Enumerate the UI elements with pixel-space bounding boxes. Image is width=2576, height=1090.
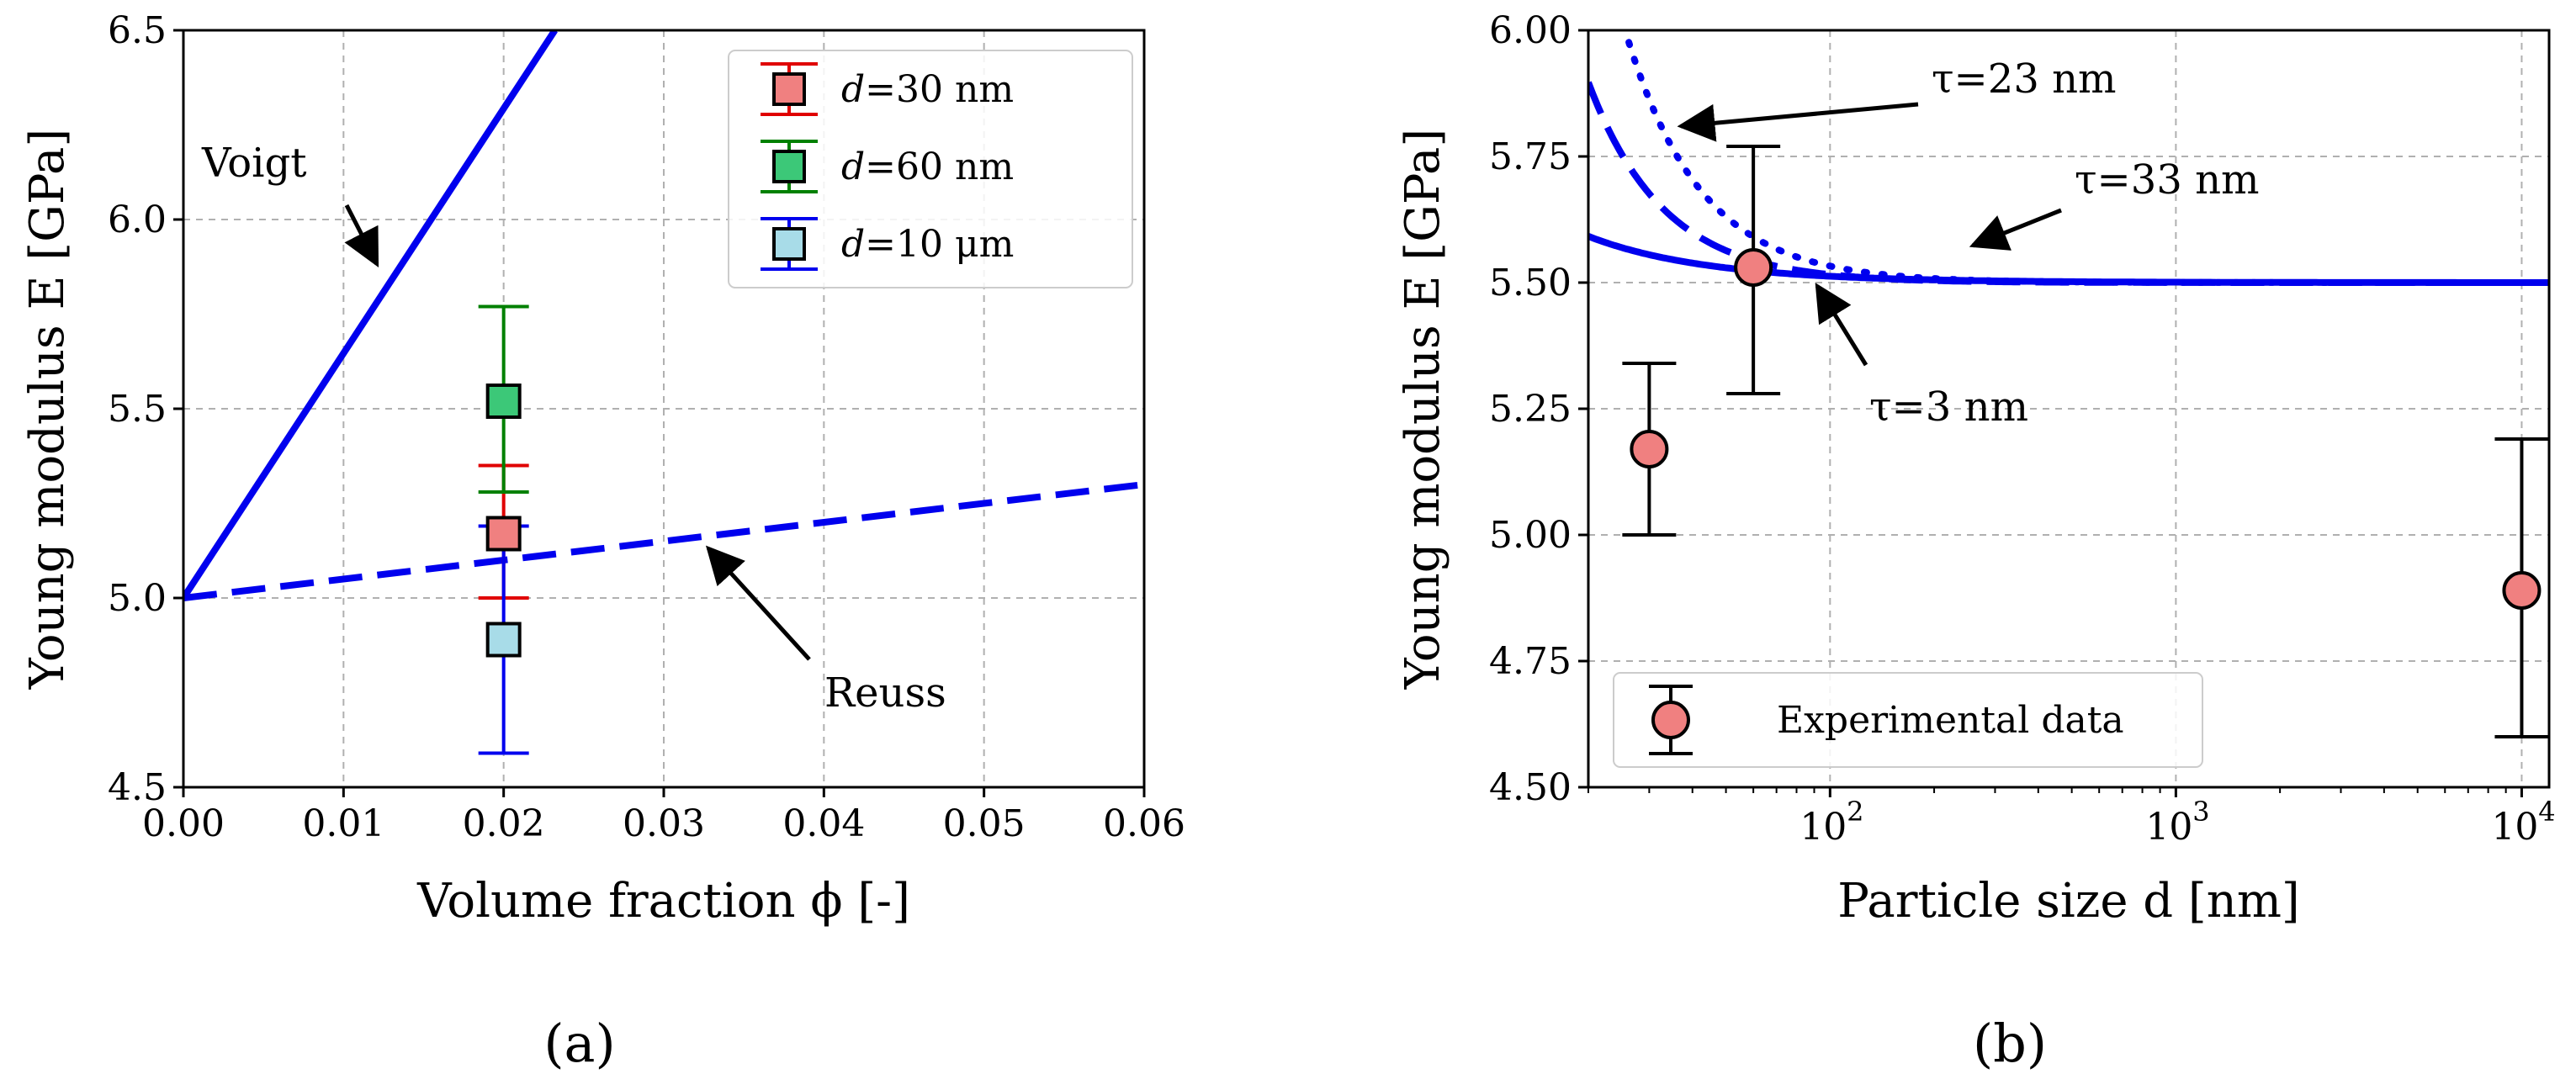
tau-3-annotation: τ=3 nm — [1869, 384, 2028, 431]
voigt-line — [183, 30, 558, 601]
legend-label-value: =30 nm — [865, 68, 1014, 111]
y-tick-label: 5.00 — [1489, 514, 1572, 557]
panel-b-ylabel: Young modulus E [GPa] — [1396, 129, 1450, 691]
x-tick-label: 0.05 — [943, 802, 1026, 845]
y-tick-label: 6.00 — [1489, 9, 1572, 52]
panel-b-x-ticks: 10 2 10 3 10 4 — [1587, 787, 2556, 849]
panel-a-lines — [183, 30, 1144, 601]
y-tick-label: 5.25 — [1489, 388, 1572, 431]
panel-b-y-ticks: 4.50 4.75 5.00 5.25 5.50 5.75 6.00 — [1489, 9, 1588, 809]
tau-33-arrow — [1969, 208, 2062, 251]
panel-a-xlabel: Volume fraction ϕ [-] — [416, 874, 910, 929]
voigt-annotation: Voigt — [201, 140, 307, 187]
x-tick-label: 0.00 — [142, 802, 225, 845]
x-tick-label: 0.03 — [623, 802, 705, 845]
data-marker-circle — [1734, 248, 1773, 287]
panel-a-label: (a) — [543, 1013, 615, 1074]
x-tick-label: 10 — [2491, 806, 2538, 849]
legend-label: d=30 nm — [841, 68, 1014, 111]
x-tick-exponent: 4 — [2538, 796, 2555, 828]
y-tick-label: 6.0 — [108, 198, 167, 241]
panel-a-y-ticks: 4.5 5.0 5.5 6.0 6.5 — [108, 9, 183, 809]
voigt-arrow — [344, 204, 379, 268]
reuss-line — [183, 481, 1144, 601]
tau-33-annotation: τ=33 nm — [2075, 156, 2260, 204]
y-tick-label: 6.5 — [108, 9, 167, 52]
x-tick-label: 0.04 — [782, 802, 865, 845]
legend-experimental-label: Experimental data — [1777, 699, 2124, 742]
panel-a-legend: d=30 nmd=60 nmd=10 μm — [728, 50, 1133, 288]
legend-marker-square — [772, 227, 806, 261]
y-tick-label: 5.75 — [1489, 135, 1572, 178]
legend-label-value: =10 μm — [865, 223, 1014, 266]
panel-b: 10 2 10 3 10 4 4.504.755.005.255.505.756.00 P… — [1396, 9, 2556, 929]
tau-33-curve — [1621, 30, 2549, 286]
tau-23-arrow — [1677, 102, 1919, 142]
legend-marker-square — [772, 150, 806, 183]
data-marker-circle — [1630, 430, 1669, 468]
data-marker-square — [485, 622, 522, 658]
panel-b-lines — [1588, 30, 2549, 286]
legend-label: d=10 μm — [841, 223, 1014, 266]
data-marker-square — [485, 384, 522, 419]
tau-23-annotation: τ=23 nm — [1932, 56, 2117, 103]
panel-b-legend: Experimental data — [1613, 672, 2203, 768]
x-tick-label: 0.02 — [463, 802, 545, 845]
reuss-arrow — [705, 545, 811, 661]
legend-label-var: d — [841, 223, 865, 266]
panel-a-points — [478, 304, 529, 755]
data-marker-square — [485, 516, 522, 552]
legend-marker-square — [772, 72, 806, 106]
y-tick-label: 5.5 — [108, 388, 167, 431]
panel-a-ylabel: Young modulus E [GPa] — [20, 129, 75, 691]
legend-label-var: d — [841, 146, 865, 188]
panel-b-label: (b) — [1973, 1013, 2047, 1074]
y-tick-label: 4.50 — [1489, 766, 1572, 809]
y-tick-label: 4.75 — [1489, 640, 1572, 683]
x-tick-exponent: 2 — [1847, 796, 1863, 828]
y-tick-label: 5.50 — [1489, 262, 1572, 304]
x-tick-label: 10 — [2145, 806, 2192, 849]
legend-label-value: =60 nm — [865, 146, 1014, 188]
x-tick-label: 0.01 — [302, 802, 384, 845]
legend-box-b — [1613, 672, 2203, 768]
y-tick-label: 4.5 — [108, 766, 167, 809]
legend-label-var: d — [841, 68, 865, 111]
tau-3-arrow — [1815, 283, 1868, 367]
legend-marker — [1651, 701, 1690, 739]
legend-box — [728, 50, 1133, 288]
panel-a-x-ticks: 0.00 0.01 0.02 0.03 0.04 0.05 0.06 — [142, 787, 1185, 845]
reuss-annotation: Reuss — [824, 669, 946, 717]
legend-label: d=60 nm — [841, 146, 1014, 188]
panel-b-xlabel: Particle size d [nm] — [1837, 874, 2300, 929]
tau-23-curve — [1588, 81, 2549, 286]
panel-b-points — [1622, 145, 2549, 738]
data-marker-circle — [2502, 571, 2542, 610]
panel-a: 0.00 0.01 0.02 0.03 0.04 0.05 0.06 4.5 5.0 5.5 6.… — [20, 9, 1185, 929]
x-tick-label: 0.06 — [1103, 802, 1185, 845]
tau-3-curve — [1588, 233, 2549, 286]
legend-items: d=30 nmd=60 nmd=10 μm — [761, 62, 1014, 271]
x-tick-label: 10 — [1799, 806, 1847, 849]
y-tick-label: 5.0 — [108, 577, 167, 620]
x-tick-exponent: 3 — [2192, 796, 2209, 828]
